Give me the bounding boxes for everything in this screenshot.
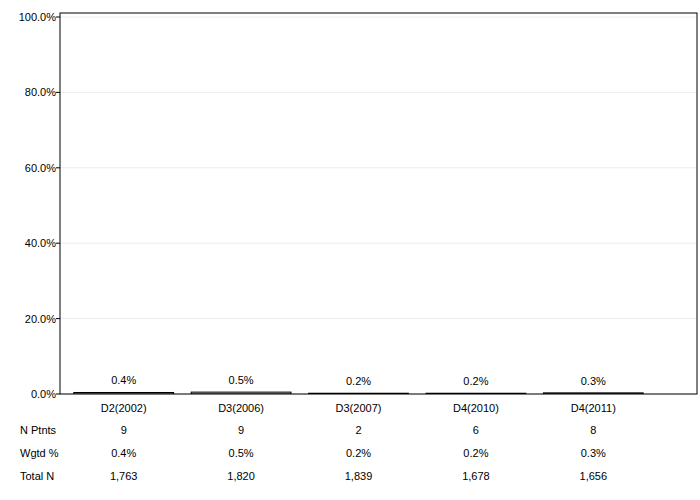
- x-tick-label: D3(2006): [218, 402, 264, 414]
- x-tick-label: D4(2010): [453, 402, 499, 414]
- data-label: 0.5%: [229, 374, 254, 386]
- table-cell: 1,763: [110, 470, 138, 482]
- table-cell: 8: [590, 424, 596, 436]
- x-tick-label: D4(2011): [571, 402, 616, 414]
- y-tick-label: 0.0%: [31, 388, 56, 400]
- table-cell: 0.4%: [111, 447, 136, 459]
- plot-frame: [60, 13, 697, 394]
- grid-line: [60, 318, 697, 319]
- grid-line: [60, 92, 697, 93]
- row-label: Wgtd %: [20, 447, 59, 459]
- grid-line: [60, 17, 697, 18]
- table-cell: 9: [121, 424, 127, 436]
- table-cell: 6: [473, 424, 479, 436]
- row-label: Total N: [20, 470, 54, 482]
- table-cell: 1,656: [580, 470, 608, 482]
- y-tick-label: 20.0%: [25, 313, 56, 325]
- tick-mark: [56, 167, 60, 168]
- row-label: N Ptnts: [20, 424, 57, 436]
- tick-mark: [56, 17, 60, 18]
- y-tick-label: 60.0%: [25, 162, 56, 174]
- y-tick-label: 80.0%: [25, 86, 56, 98]
- tick-mark: [56, 318, 60, 319]
- grid-line: [60, 243, 697, 244]
- table-cell: 0.2%: [463, 447, 488, 459]
- table-cell: 1,820: [227, 470, 255, 482]
- table-cell: 2: [355, 424, 361, 436]
- background: [0, 0, 700, 500]
- grid-line: [60, 167, 697, 168]
- table-cell: 0.2%: [346, 447, 371, 459]
- table-cell: 9: [238, 424, 244, 436]
- data-label: 0.2%: [463, 375, 488, 387]
- y-tick-label: 100.0%: [19, 11, 57, 23]
- table-cell: 1,839: [345, 470, 373, 482]
- y-tick-label: 40.0%: [25, 237, 56, 249]
- table-cell: 1,678: [462, 470, 490, 482]
- x-tick-label: D2(2002): [101, 402, 147, 414]
- chart: 0.0% 20.0% 40.0% 60.0% 80.0% 100.0% 0.4% 0.5% 0.…: [0, 0, 700, 500]
- tick-mark: [56, 243, 60, 244]
- tick-mark: [56, 92, 60, 93]
- x-tick-label: D3(2007): [336, 402, 382, 414]
- data-label: 0.2%: [346, 375, 371, 387]
- data-label: 0.4%: [111, 374, 136, 386]
- table-cell: 0.3%: [581, 447, 606, 459]
- data-label: 0.3%: [581, 375, 606, 387]
- table-cell: 0.5%: [229, 447, 254, 459]
- tick-mark: [56, 394, 60, 395]
